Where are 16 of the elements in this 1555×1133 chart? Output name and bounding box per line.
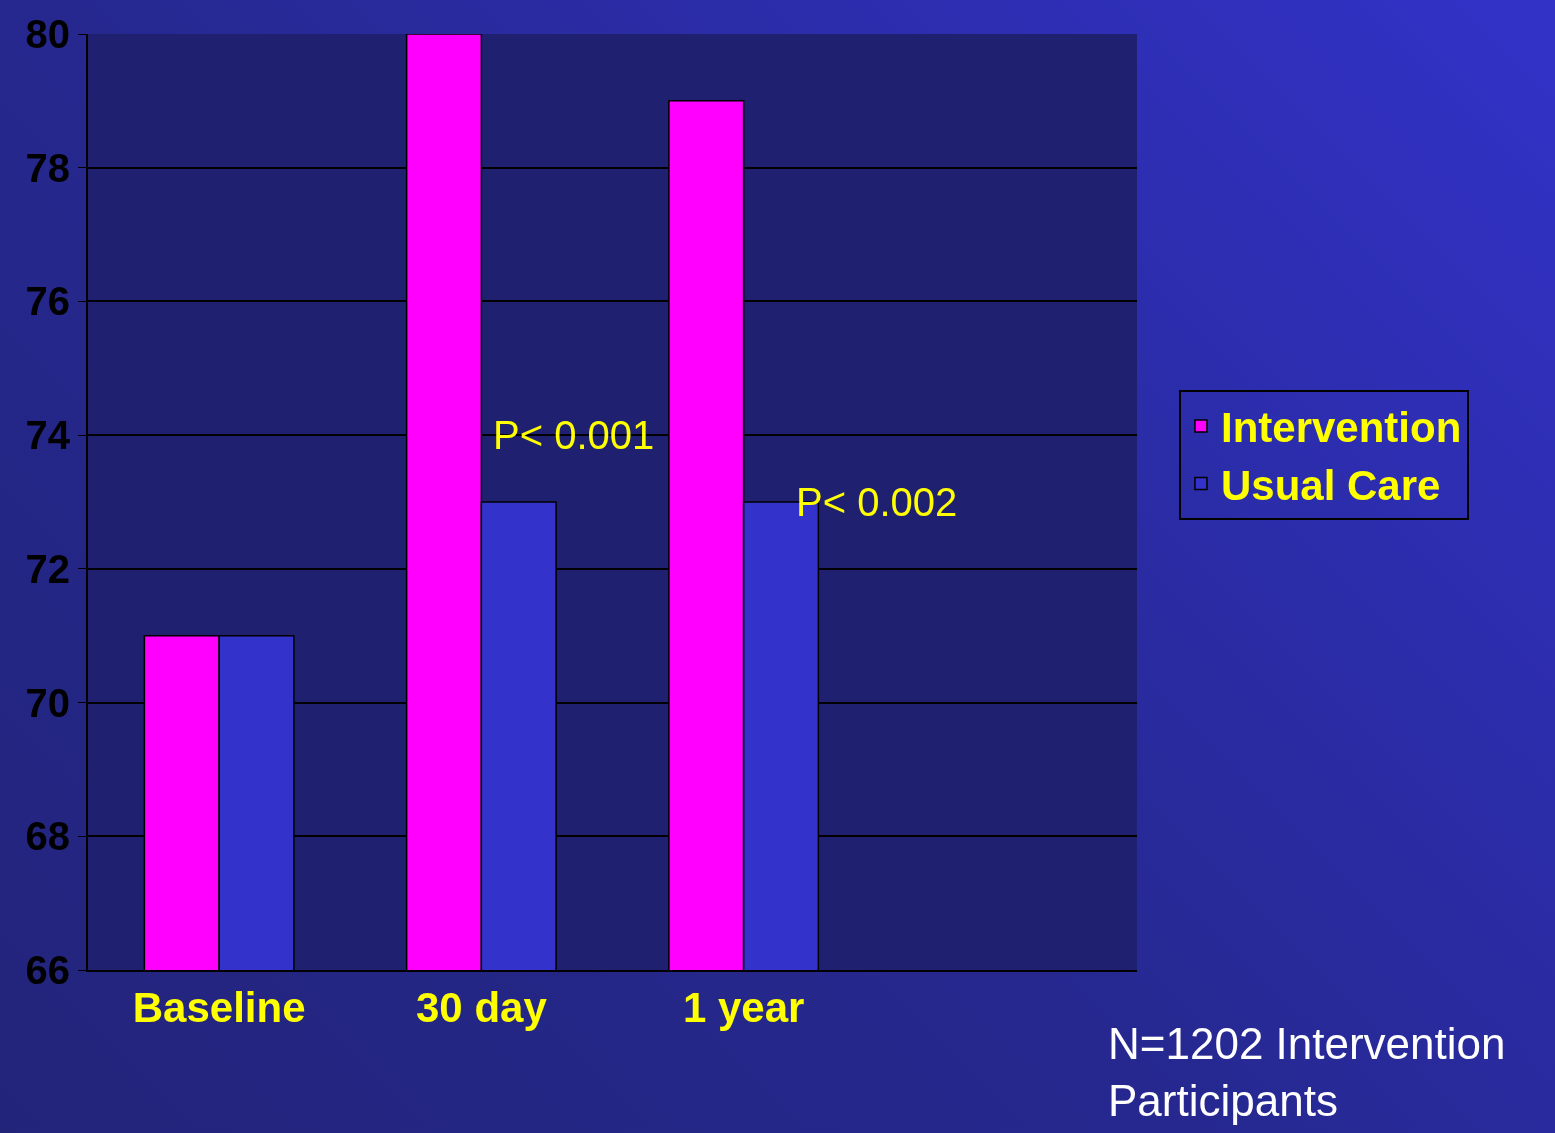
y-tick-label: 68 [25, 814, 70, 859]
y-tick-label: 72 [25, 546, 70, 591]
y-tick-label: 78 [25, 145, 70, 190]
x-tick-label: 1 year [682, 984, 805, 1032]
legend-label: Intervention [1220, 404, 1462, 452]
y-tick-label: 74 [25, 413, 71, 458]
y-tick-label: 66 [25, 948, 70, 992]
text: N=1202 Intervention Participants [1108, 1019, 1506, 1126]
legend-label: Usual Care [1220, 461, 1441, 509]
y-tick-label: 70 [25, 680, 70, 725]
y-tick-label: 76 [25, 279, 70, 324]
x-tick-label: Baseline [132, 984, 306, 1032]
y-tick-label: 80 [25, 12, 70, 56]
x-tick-label: 30 day [416, 984, 548, 1032]
annotation: P< 0.001 [493, 413, 655, 457]
annotation: P< 0.002 [796, 480, 958, 524]
